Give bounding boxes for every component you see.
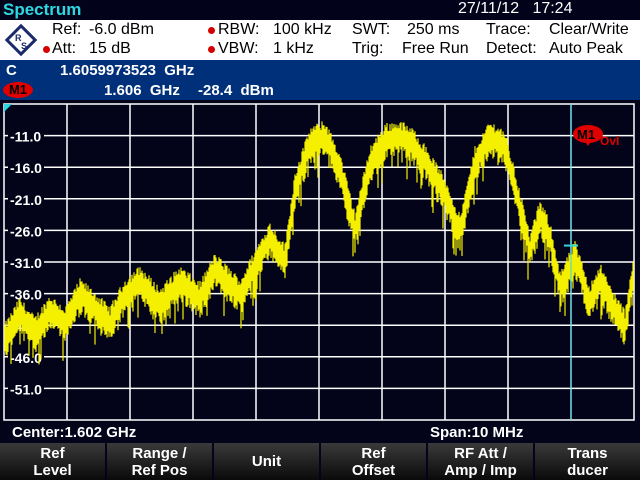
- center-label: C: [6, 62, 17, 79]
- marker-m1-badge: [573, 125, 603, 143]
- softkey-rf-att[interactable]: RF Att / Amp / Imp: [428, 443, 533, 480]
- trace-label: Trace:: [486, 21, 531, 38]
- spectrum-plot[interactable]: -11.0-16.0-21.0-26.0-31.0-36.0-41.0-46.0…: [0, 100, 640, 424]
- softkey-label: Amp / Imp: [444, 461, 517, 479]
- swt-label: SWT:: [352, 21, 391, 38]
- marker-level: -28.4 dBm: [198, 82, 274, 99]
- y-tick-label: -36.0: [10, 287, 42, 303]
- y-tick-label: -31.0: [10, 255, 42, 271]
- softkey-label: Ref: [40, 444, 65, 462]
- overload-indicator: Ovl: [600, 134, 619, 148]
- datetime: 27/11/12 17:24: [458, 0, 572, 18]
- tick-label-bg: [8, 190, 44, 207]
- span-footer: Span:10 MHz: [430, 424, 524, 441]
- svg-text:S: S: [21, 41, 27, 51]
- trig-value[interactable]: Free Run: [402, 40, 469, 57]
- y-tick-label: -51.0: [10, 381, 42, 397]
- softkey-bar: Ref Level Range / Ref Pos Unit Ref Offset R…: [0, 443, 640, 480]
- app-title: Spectrum: [3, 0, 82, 19]
- att-label: Att:: [52, 40, 77, 57]
- vbw-label: VBW:: [218, 40, 259, 57]
- tick-label-bg: [8, 159, 44, 176]
- softkey-label: Unit: [251, 453, 282, 470]
- softkey-transducer[interactable]: Trans ducer: [535, 443, 640, 480]
- reference-level-icon: [4, 104, 12, 112]
- tick-label-bg: [8, 380, 44, 397]
- rbw-value[interactable]: 100 kHz: [273, 21, 332, 38]
- att-dot-icon: [43, 46, 50, 53]
- softkey-label: Trans: [567, 444, 608, 462]
- rbw-dot-icon: [208, 27, 215, 34]
- trace-value[interactable]: Clear/Write: [549, 21, 629, 38]
- tick-label-bg: [8, 348, 44, 365]
- softkey-label: Ref: [361, 444, 386, 462]
- trace: [4, 121, 634, 365]
- y-tick-label: -16.0: [10, 160, 42, 176]
- marker-frequency: 1.606 GHz: [104, 82, 180, 99]
- vbw-value[interactable]: 1 kHz: [273, 40, 314, 57]
- y-tick-label: -11.0: [10, 129, 41, 145]
- marker-band: C 1.6059973523 GHz M1 1.606 GHz -28.4 dB…: [0, 60, 640, 100]
- softkey-label: RF Att /: [454, 444, 507, 462]
- marker-m1-label: M1: [577, 127, 595, 142]
- tick-label-bg: [8, 222, 44, 239]
- y-tick-label: -21.0: [10, 192, 42, 208]
- ref-value[interactable]: -6.0 dBm: [89, 21, 154, 38]
- softkey-ref-offset[interactable]: Ref Offset: [321, 443, 426, 480]
- softkey-unit[interactable]: Unit: [214, 443, 319, 480]
- detect-value[interactable]: Auto Peak: [549, 40, 623, 57]
- rbw-label: RBW:: [218, 21, 260, 38]
- att-value[interactable]: 15 dB: [89, 40, 131, 57]
- softkey-label: Ref Pos: [131, 461, 188, 479]
- vbw-dot-icon: [208, 46, 215, 53]
- center-frequency-footer: Center:1.602 GHz: [12, 424, 137, 441]
- tick-label-bg: [8, 254, 44, 270]
- softkey-range-ref-pos[interactable]: Range / Ref Pos: [107, 443, 212, 480]
- tick-label-bg: [8, 285, 44, 302]
- softkey-ref-level[interactable]: Ref Level: [0, 443, 105, 480]
- y-tick-label: -46.0: [10, 350, 42, 366]
- detect-label: Detect:: [486, 40, 537, 57]
- swt-value[interactable]: 250 ms: [407, 21, 460, 38]
- svg-text:R: R: [15, 33, 22, 43]
- softkey-label: ducer: [567, 461, 608, 479]
- trig-label: Trig:: [352, 40, 384, 57]
- time: 17:24: [532, 0, 573, 17]
- softkey-label: Level: [33, 461, 72, 479]
- softkey-label: Offset: [351, 461, 396, 479]
- rs-logo-icon: RS: [4, 23, 38, 57]
- date: 27/11/12: [458, 0, 520, 17]
- title-bar: Spectrum 27/11/12 17:24: [0, 0, 640, 20]
- center-frequency: 1.6059973523 GHz: [60, 62, 195, 79]
- tick-label-bg: [8, 127, 44, 144]
- y-tick-label: -26.0: [10, 223, 42, 239]
- marker-badge[interactable]: M1: [3, 82, 33, 98]
- softkey-label: Range /: [132, 444, 187, 462]
- marker-arrow-icon: [584, 140, 592, 146]
- ref-label: Ref:: [52, 21, 82, 38]
